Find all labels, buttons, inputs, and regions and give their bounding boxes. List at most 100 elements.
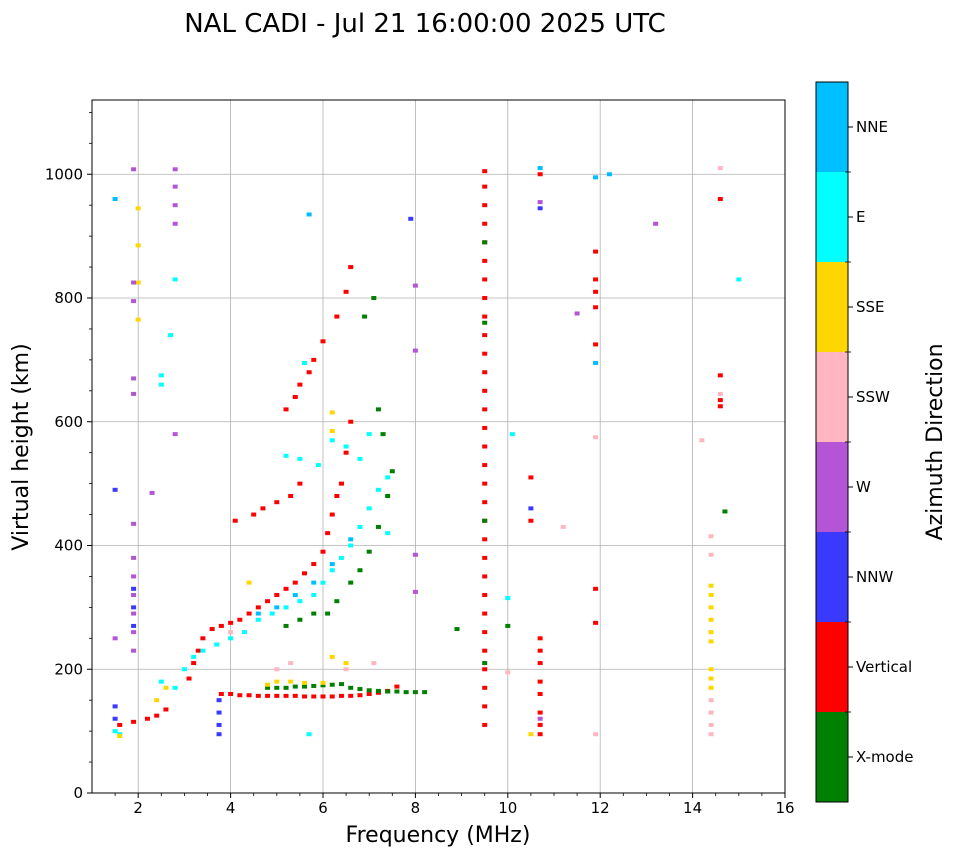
data-point-sse	[329, 429, 335, 434]
y-tick-label: 0	[73, 784, 83, 802]
data-point-vertical	[537, 661, 543, 666]
data-point-nne	[274, 605, 280, 610]
data-point-sse	[708, 667, 714, 672]
data-point-vertical	[325, 531, 331, 536]
data-point-x-mode	[385, 689, 391, 694]
data-point-vertical	[209, 627, 215, 632]
data-point-sse	[708, 593, 714, 597]
data-point-nnw	[131, 586, 137, 591]
data-point-vertical	[292, 693, 298, 698]
data-point-vertical	[357, 693, 363, 698]
x-tick-label: 12	[591, 799, 610, 817]
data-point-e	[112, 729, 118, 734]
data-point-sse	[708, 583, 714, 588]
data-point-vertical	[717, 404, 723, 409]
data-point-x-mode	[329, 682, 335, 687]
data-point-vertical	[338, 693, 344, 698]
data-point-x-mode	[375, 524, 381, 529]
data-point-x-mode	[334, 599, 340, 604]
data-points	[112, 166, 742, 739]
data-point-e	[311, 593, 317, 597]
data-point-vertical	[246, 693, 252, 698]
data-point-e	[338, 555, 344, 560]
data-point-vertical	[593, 305, 599, 310]
data-point-x-mode	[311, 611, 317, 616]
data-point-ssw	[699, 438, 705, 443]
x-tick-label: 4	[226, 799, 236, 817]
data-point-vertical	[348, 419, 354, 424]
data-point-e	[329, 438, 335, 443]
data-point-x-mode	[348, 685, 354, 690]
data-point-vertical	[482, 555, 488, 560]
colorbar-label: NNW	[856, 568, 893, 586]
data-point-vertical	[302, 571, 308, 576]
data-point-ssw	[708, 534, 714, 539]
data-point-ssw	[288, 661, 294, 666]
data-point-e	[505, 596, 511, 601]
data-point-vertical	[482, 500, 488, 505]
data-point-sse	[135, 243, 141, 248]
data-point-vertical	[265, 599, 271, 604]
data-point-ssw	[343, 667, 349, 672]
data-point-x-mode	[482, 518, 488, 523]
colorbar-segment	[816, 82, 848, 172]
data-point-w	[131, 391, 137, 396]
data-point-vertical	[255, 693, 261, 698]
data-point-sse	[708, 676, 714, 681]
data-point-e	[329, 568, 335, 573]
data-point-nne	[292, 593, 298, 597]
data-point-ssw	[274, 667, 280, 672]
data-point-vertical	[537, 172, 543, 177]
data-point-vertical	[717, 197, 723, 201]
data-point-x-mode	[311, 683, 317, 688]
colorbar-label: E	[856, 208, 865, 226]
data-point-vertical	[251, 512, 257, 517]
data-point-vertical	[482, 611, 488, 616]
data-point-vertical	[338, 481, 344, 486]
data-point-vertical	[482, 203, 488, 208]
data-point-w	[131, 376, 137, 381]
x-tick-label: 6	[318, 799, 328, 817]
data-point-nne	[606, 172, 612, 177]
data-point-vertical	[246, 611, 252, 616]
x-tick-label: 2	[133, 799, 143, 817]
data-point-vertical	[482, 593, 488, 597]
data-point-x-mode	[482, 661, 488, 666]
data-point-vertical	[482, 333, 488, 338]
data-point-e	[357, 456, 363, 461]
data-point-w	[574, 311, 580, 316]
data-point-w	[172, 221, 178, 226]
data-point-w	[653, 221, 659, 226]
data-point-vertical	[482, 444, 488, 449]
data-point-nnw	[528, 506, 534, 511]
data-point-sse	[117, 734, 123, 739]
data-point-vertical	[366, 692, 372, 696]
data-point-vertical	[274, 693, 280, 698]
y-tick-label: 1000	[45, 165, 83, 183]
data-point-e	[366, 432, 372, 437]
data-point-sse	[343, 661, 349, 666]
data-point-nne	[112, 197, 118, 201]
data-point-e	[385, 531, 391, 536]
data-point-vertical	[311, 694, 317, 699]
data-point-x-mode	[357, 687, 363, 692]
data-point-w	[131, 299, 137, 304]
data-point-vertical	[237, 693, 243, 698]
data-point-vertical	[537, 692, 543, 696]
data-point-vertical	[537, 648, 543, 653]
data-point-e	[385, 475, 391, 480]
data-point-e	[168, 333, 174, 338]
data-point-w	[112, 636, 118, 641]
data-point-sse	[708, 630, 714, 635]
data-point-vertical	[117, 722, 123, 727]
data-point-vertical	[348, 693, 354, 698]
data-point-ssw	[717, 166, 723, 171]
data-point-sse	[329, 654, 335, 659]
data-point-ssw	[708, 722, 714, 727]
data-point-e	[269, 611, 275, 616]
data-point-nne	[311, 580, 317, 585]
data-point-e	[315, 463, 321, 468]
data-point-w	[172, 167, 178, 172]
colorbar-label: NNE	[856, 118, 888, 136]
data-point-w	[412, 283, 418, 288]
